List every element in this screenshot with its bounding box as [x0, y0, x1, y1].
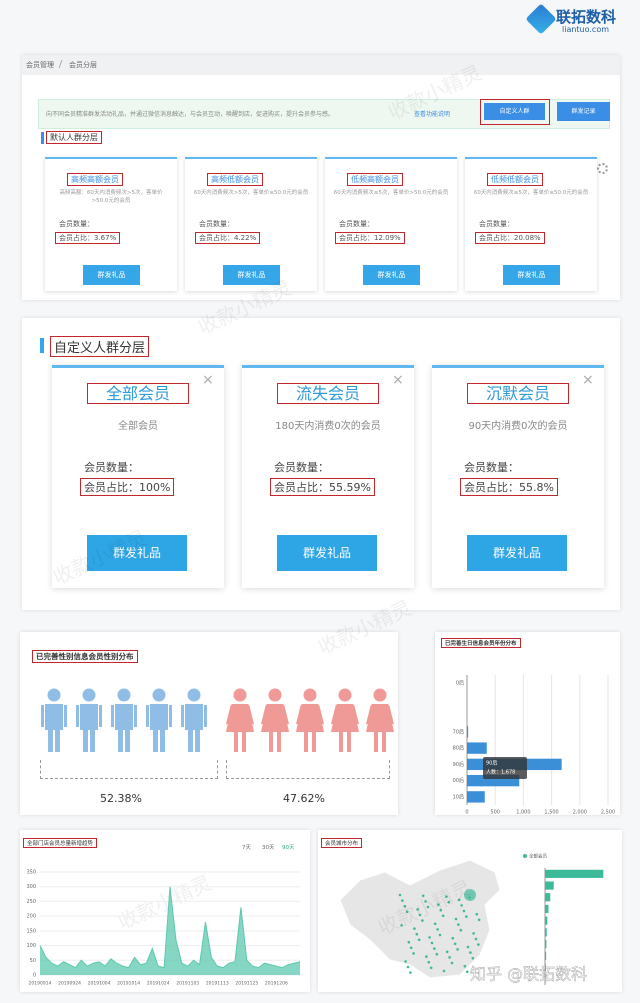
gender-label: 52.38% [100, 792, 142, 805]
age-panel: 已完善生日信息会员年份分布 [435, 632, 620, 815]
gift-button[interactable]: 群发礼品 [467, 535, 567, 571]
card-count: 会员数量： [339, 220, 374, 228]
layer-card: × 流失会员 180天内消费0次的会员 会员数量： 会员占比：55.59% 群发礼品 [242, 365, 414, 588]
layer-card: × 沉默会员 90天内消费0次的会员会员数量： 会员占比：55.8% 群发礼品 [432, 365, 604, 588]
settings-icon [597, 163, 608, 174]
panel-title: 已完善生日信息会员年份分布 [441, 638, 521, 648]
close-icon: × [582, 372, 594, 388]
card-title: 低频高额会员 [347, 173, 403, 186]
gift-button[interactable]: 群发礼品 [83, 265, 140, 285]
layer-card: 高频低额会员 60天内消费频次>5次，客单价≤50.0元的会员会员数量： 会员占比：… [185, 157, 317, 291]
gift-button[interactable]: 群发礼品 [277, 535, 377, 571]
gender-label: 47.62% [283, 792, 325, 805]
layer-card: 高频高额会员高频高额：60天内消费频次>5次，客单价>50.0元的会员会员数量：… [45, 157, 177, 291]
card-count: 会员数量： [84, 461, 139, 474]
custom-crowd-button: 自定义人群 [480, 99, 550, 125]
card-ratio: 会员占比：55.8% [460, 478, 558, 496]
card-title: 沉默会员 [466, 383, 569, 404]
layer-card: 低频低额会员 60天内消费频次≤5次，客单价≤50.0元的会员会员数量： 会员占比：… [465, 157, 597, 291]
gift-button[interactable]: 群发礼品 [87, 535, 187, 571]
card-count: 会员数量： [199, 220, 234, 228]
range-tab[interactable]: 90天 [282, 845, 295, 851]
bracket [226, 760, 390, 779]
card-title: 流失会员 [276, 383, 379, 404]
close-icon: × [202, 372, 214, 388]
range-tab[interactable]: 7天 [242, 845, 251, 851]
card-ratio: 会员占比：20.08% [475, 232, 545, 244]
card-desc: 高频高额：60天内消费频次>5次，客单价>50.0元的会员 [59, 190, 163, 204]
breadcrumb: 会员管理 [26, 61, 54, 69]
city-panel: 会员城市分布 [318, 830, 622, 992]
range-tab[interactable]: 30天 [262, 845, 275, 851]
gift-button[interactable]: 群发礼品 [223, 265, 280, 285]
card-title-wrap: 全部会员 [52, 380, 224, 404]
card-title-wrap: 流失会员 [242, 380, 414, 404]
logo-icon [525, 3, 557, 35]
breadcrumb: 会员分层 [69, 61, 97, 69]
card-ratio: 会员占比：4.22% [195, 232, 261, 244]
custom-layers-panel: 自定义人群分层 × 全部会员 全部会员 会员数量： 会员占比：100% 群发礼品 × 流失会员 1… [22, 318, 620, 610]
card-ratio: 会员占比：12.09% [335, 232, 405, 244]
panel-title: 全部门店会员总量新增趋势 [23, 838, 98, 848]
card-count: 会员数量： [464, 461, 519, 474]
send-record-button[interactable]: 群发记录 [557, 102, 610, 121]
card-desc: 90天内消费0次的会员 [468, 421, 568, 432]
section-title: 自定义人群分层 [50, 336, 150, 357]
panel-title: 已完善性别信息会员性别分布 [32, 650, 138, 663]
layer-card: × 全部会员 全部会员 会员数量： 会员占比：100% 群发礼品 [52, 365, 224, 588]
logo-name: 联拓数科 [556, 8, 617, 26]
card-title-wrap: 沉默会员 [432, 380, 604, 404]
default-layers-panel: 会员管理 会员分层向不同会员精准群发活动礼品，并通过微信消息触达，与会员互动，唤醒… [22, 55, 620, 300]
card-title: 全部会员 [86, 383, 189, 404]
bracket [40, 760, 218, 779]
card-count: 会员数量： [274, 461, 329, 474]
card-ratio: 会员占比：100% [80, 478, 175, 496]
breadcrumb-bar [22, 55, 620, 75]
layer-card: 低频高额会员 60天内消费频次≤5次，客单价>50.0元的会员会员数量： 会员占比：… [325, 157, 457, 291]
button-fill[interactable]: 自定义人群 [484, 103, 545, 120]
notice-text: 向不同会员精准群发活动礼品，并通过微信消息触达，与会员互动，唤醒到店，促进购买，… [46, 111, 335, 118]
card-title: 低频低额会员 [487, 173, 543, 186]
card-count: 会员数量： [59, 220, 94, 228]
card-desc: 60天内消费频次>5次，客单价≤50.0元的会员 [193, 190, 309, 196]
card-desc: 60天内消费频次≤5次，客单价≤50.0元的会员 [473, 190, 589, 196]
section-bar [40, 338, 44, 353]
card-ratio: 会员占比：3.67% [55, 232, 121, 244]
section-title: 默认人群分层 [46, 131, 102, 144]
card-desc: 全部会员 [118, 421, 158, 432]
panel-title: 会员城市分布 [321, 838, 363, 848]
section-bar [41, 132, 44, 144]
gift-button[interactable]: 群发礼品 [363, 265, 420, 285]
card-title: 高频低额会员 [207, 173, 263, 186]
card-title: 高频高额会员 [67, 173, 123, 186]
card-desc: 60天内消费频次≤5次，客单价>50.0元的会员 [333, 190, 449, 196]
card-count: 会员数量： [479, 220, 514, 228]
trend-panel: 全部门店会员总量新增趋势 7天 30天 90天 [20, 830, 310, 992]
notice-link[interactable]: 查看功能说明 [414, 111, 451, 118]
gender-panel: 已完善性别信息会员性别分布 52.38% 47.62% [20, 632, 398, 815]
close-icon: × [392, 372, 404, 388]
card-desc: 180天内消费0次的会员 [275, 421, 381, 432]
logo-domain: liantuo.com [562, 25, 610, 34]
gift-button[interactable]: 群发礼品 [503, 265, 560, 285]
card-ratio: 会员占比：55.59% [270, 478, 375, 496]
